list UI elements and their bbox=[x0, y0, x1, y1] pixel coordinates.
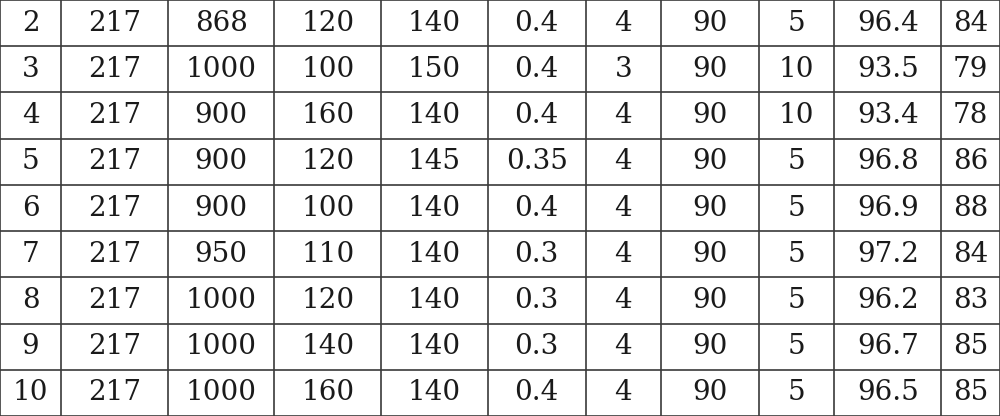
Text: 96.2: 96.2 bbox=[857, 287, 919, 314]
Text: 90: 90 bbox=[692, 56, 728, 83]
Text: 140: 140 bbox=[408, 379, 461, 406]
Text: 90: 90 bbox=[692, 102, 728, 129]
Text: 140: 140 bbox=[408, 10, 461, 37]
Text: 145: 145 bbox=[408, 148, 461, 175]
Text: 4: 4 bbox=[22, 102, 39, 129]
Text: 1000: 1000 bbox=[186, 287, 257, 314]
Text: 217: 217 bbox=[88, 148, 141, 175]
Text: 1000: 1000 bbox=[186, 379, 257, 406]
Text: 8: 8 bbox=[22, 287, 39, 314]
Text: 0.3: 0.3 bbox=[515, 241, 559, 268]
Text: 150: 150 bbox=[408, 56, 461, 83]
Text: 84: 84 bbox=[953, 10, 988, 37]
Text: 217: 217 bbox=[88, 195, 141, 221]
Text: 6: 6 bbox=[22, 195, 39, 221]
Text: 217: 217 bbox=[88, 102, 141, 129]
Text: 86: 86 bbox=[953, 148, 988, 175]
Text: 4: 4 bbox=[615, 333, 632, 360]
Text: 85: 85 bbox=[953, 333, 988, 360]
Text: 96.8: 96.8 bbox=[857, 148, 919, 175]
Text: 88: 88 bbox=[953, 195, 988, 221]
Text: 0.4: 0.4 bbox=[515, 102, 559, 129]
Text: 79: 79 bbox=[953, 56, 988, 83]
Text: 90: 90 bbox=[692, 195, 728, 221]
Text: 217: 217 bbox=[88, 10, 141, 37]
Text: 5: 5 bbox=[788, 379, 805, 406]
Text: 0.3: 0.3 bbox=[515, 333, 559, 360]
Text: 90: 90 bbox=[692, 333, 728, 360]
Text: 5: 5 bbox=[788, 287, 805, 314]
Text: 96.5: 96.5 bbox=[857, 379, 919, 406]
Text: 4: 4 bbox=[615, 287, 632, 314]
Text: 868: 868 bbox=[195, 10, 248, 37]
Text: 0.4: 0.4 bbox=[515, 10, 559, 37]
Text: 0.4: 0.4 bbox=[515, 56, 559, 83]
Text: 140: 140 bbox=[301, 333, 354, 360]
Text: 90: 90 bbox=[692, 10, 728, 37]
Text: 0.35: 0.35 bbox=[506, 148, 568, 175]
Text: 100: 100 bbox=[301, 56, 354, 83]
Text: 2: 2 bbox=[22, 10, 39, 37]
Text: 5: 5 bbox=[788, 148, 805, 175]
Text: 100: 100 bbox=[301, 195, 354, 221]
Text: 4: 4 bbox=[615, 102, 632, 129]
Text: 1000: 1000 bbox=[186, 56, 257, 83]
Text: 4: 4 bbox=[615, 379, 632, 406]
Text: 140: 140 bbox=[408, 333, 461, 360]
Text: 217: 217 bbox=[88, 287, 141, 314]
Text: 120: 120 bbox=[301, 148, 354, 175]
Text: 140: 140 bbox=[408, 195, 461, 221]
Text: 10: 10 bbox=[779, 56, 814, 83]
Text: 5: 5 bbox=[22, 148, 39, 175]
Text: 5: 5 bbox=[788, 241, 805, 268]
Text: 5: 5 bbox=[788, 333, 805, 360]
Text: 90: 90 bbox=[692, 148, 728, 175]
Text: 160: 160 bbox=[301, 102, 354, 129]
Text: 4: 4 bbox=[615, 195, 632, 221]
Text: 110: 110 bbox=[301, 241, 354, 268]
Text: 97.2: 97.2 bbox=[857, 241, 919, 268]
Text: 4: 4 bbox=[615, 148, 632, 175]
Text: 217: 217 bbox=[88, 333, 141, 360]
Text: 84: 84 bbox=[953, 241, 988, 268]
Text: 93.4: 93.4 bbox=[857, 102, 919, 129]
Text: 900: 900 bbox=[195, 148, 248, 175]
Text: 3: 3 bbox=[615, 56, 632, 83]
Text: 83: 83 bbox=[953, 287, 988, 314]
Text: 0.4: 0.4 bbox=[515, 195, 559, 221]
Text: 9: 9 bbox=[22, 333, 39, 360]
Text: 5: 5 bbox=[788, 10, 805, 37]
Text: 900: 900 bbox=[195, 195, 248, 221]
Text: 160: 160 bbox=[301, 379, 354, 406]
Text: 140: 140 bbox=[408, 287, 461, 314]
Text: 78: 78 bbox=[953, 102, 988, 129]
Text: 120: 120 bbox=[301, 10, 354, 37]
Text: 7: 7 bbox=[22, 241, 39, 268]
Text: 140: 140 bbox=[408, 241, 461, 268]
Text: 217: 217 bbox=[88, 241, 141, 268]
Text: 0.4: 0.4 bbox=[515, 379, 559, 406]
Text: 96.4: 96.4 bbox=[857, 10, 919, 37]
Text: 217: 217 bbox=[88, 56, 141, 83]
Text: 3: 3 bbox=[22, 56, 39, 83]
Text: 4: 4 bbox=[615, 10, 632, 37]
Text: 96.7: 96.7 bbox=[857, 333, 919, 360]
Text: 90: 90 bbox=[692, 241, 728, 268]
Text: 4: 4 bbox=[615, 241, 632, 268]
Text: 93.5: 93.5 bbox=[857, 56, 919, 83]
Text: 96.9: 96.9 bbox=[857, 195, 919, 221]
Text: 10: 10 bbox=[13, 379, 48, 406]
Text: 90: 90 bbox=[692, 379, 728, 406]
Text: 217: 217 bbox=[88, 379, 141, 406]
Text: 10: 10 bbox=[779, 102, 814, 129]
Text: 140: 140 bbox=[408, 102, 461, 129]
Text: 0.3: 0.3 bbox=[515, 287, 559, 314]
Text: 1000: 1000 bbox=[186, 333, 257, 360]
Text: 900: 900 bbox=[195, 102, 248, 129]
Text: 120: 120 bbox=[301, 287, 354, 314]
Text: 5: 5 bbox=[788, 195, 805, 221]
Text: 950: 950 bbox=[195, 241, 248, 268]
Text: 90: 90 bbox=[692, 287, 728, 314]
Text: 85: 85 bbox=[953, 379, 988, 406]
